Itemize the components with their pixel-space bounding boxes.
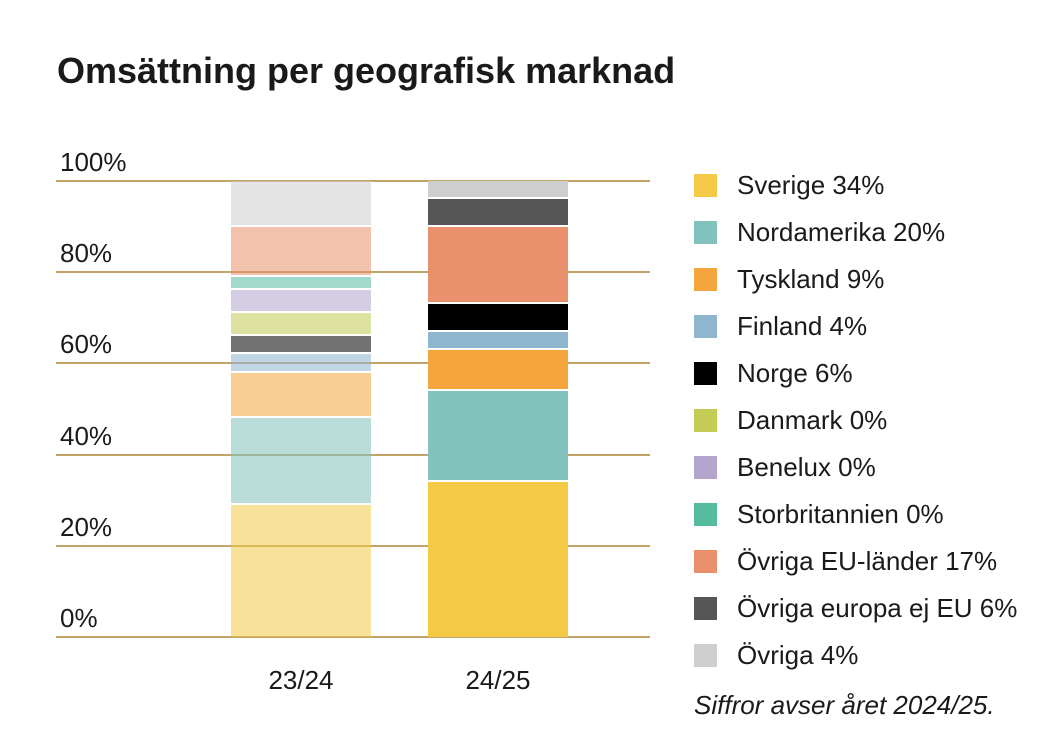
legend-label: Nordamerika 20%	[737, 217, 946, 247]
legend-swatch	[694, 644, 717, 667]
legend-label: Tyskland 9%	[737, 264, 885, 294]
legend-item: Övriga europa ej EU 6%	[694, 593, 1017, 623]
bar-segment	[231, 181, 371, 227]
legend-swatch	[694, 268, 717, 291]
legend: Sverige 34% Nordamerika 20% Tyskland 9% Fin…	[694, 170, 1017, 691]
legend-swatch	[694, 362, 717, 385]
legend-label: Benelux 0%	[737, 452, 876, 482]
bar-segment	[231, 354, 371, 373]
y-tick-label: 40%	[60, 420, 113, 451]
legend-item: Norge 6%	[694, 358, 1017, 388]
legend-swatch	[694, 315, 717, 338]
bar-segment	[231, 290, 371, 314]
y-tick-label: 20%	[60, 511, 113, 542]
bar-segment	[231, 418, 371, 505]
y-tick-label: 60%	[60, 329, 113, 360]
gridline	[56, 180, 650, 182]
bar-23-24	[231, 181, 371, 637]
legend-swatch	[694, 456, 717, 479]
bar-segment	[231, 372, 371, 419]
legend-item: Storbritannien 0%	[694, 499, 1017, 529]
y-tick-label: 0%	[60, 603, 98, 633]
bar-segment	[231, 226, 371, 277]
bar-segment	[428, 331, 568, 350]
legend-swatch	[694, 221, 717, 244]
legend-swatch	[694, 503, 717, 526]
legend-swatch	[694, 597, 717, 620]
bar-segment	[231, 504, 371, 637]
bar-segment	[231, 336, 371, 355]
legend-label: Norge 6%	[737, 358, 853, 388]
bar-segment	[428, 481, 568, 637]
x-axis-label: 23/24	[268, 665, 334, 695]
bar-segment	[231, 313, 371, 337]
gridline	[56, 636, 650, 638]
legend-label: Storbritannien 0%	[737, 499, 944, 529]
y-tick-label: 100%	[60, 147, 127, 177]
legend-label: Sverige 34%	[737, 170, 885, 200]
legend-label: Övriga europa ej EU 6%	[737, 593, 1018, 623]
bar-segment	[428, 390, 568, 482]
x-axis-label: 24/25	[465, 665, 531, 695]
legend-item: Finland 4%	[694, 311, 1017, 341]
legend-item: Övriga EU-länder 17%	[694, 546, 1017, 576]
y-tick-label: 80%	[60, 238, 113, 269]
legend-label: Övriga EU-länder 17%	[737, 546, 998, 576]
legend-item: Nordamerika 20%	[694, 217, 1017, 247]
bar-segment	[428, 199, 568, 227]
bar-segment	[428, 226, 568, 305]
bar-24-25	[428, 181, 568, 637]
legend-item: Sverige 34%	[694, 170, 1017, 200]
legend-label: Finland 4%	[737, 311, 868, 341]
bar-segment	[428, 349, 568, 391]
legend-item: Övriga 4%	[694, 640, 1017, 670]
legend-item: Danmark 0%	[694, 405, 1017, 435]
bar-segment	[428, 181, 568, 200]
footnote: Siffror avser året 2024/25.	[694, 690, 995, 720]
legend-item: Benelux 0%	[694, 452, 1017, 482]
legend-swatch	[694, 174, 717, 197]
legend-label: Övriga 4%	[737, 640, 859, 670]
legend-swatch	[694, 409, 717, 432]
legend-item: Tyskland 9%	[694, 264, 1017, 294]
legend-swatch	[694, 550, 717, 573]
legend-label: Danmark 0%	[737, 405, 888, 435]
chart-title: Omsättning per geografisk marknad	[57, 50, 676, 91]
bar-segment	[428, 304, 568, 332]
bar-segment	[231, 276, 371, 291]
